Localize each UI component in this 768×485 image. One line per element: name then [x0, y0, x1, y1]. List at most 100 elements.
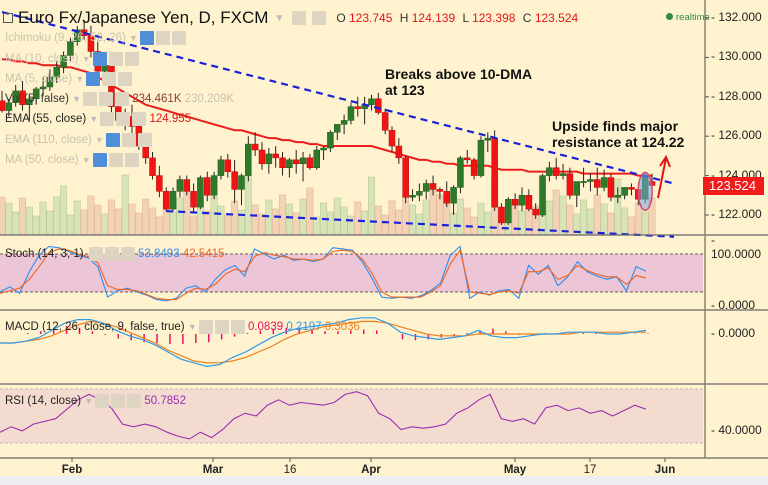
- visibility-icon[interactable]: [83, 92, 98, 106]
- volume-bar: [258, 213, 266, 236]
- settings-icon[interactable]: [121, 133, 136, 147]
- legend-ma50[interactable]: MA (50, close) ▼: [5, 153, 139, 167]
- candle: [594, 167, 601, 196]
- candle-body: [422, 183, 430, 192]
- candle: [320, 146, 327, 160]
- legend-ma10[interactable]: MA (10, close) ▼: [5, 52, 139, 66]
- legend-stoch[interactable]: Stoch (14, 3, 1) 53.8493 42.5415: [5, 247, 224, 261]
- candle-body: [210, 175, 218, 196]
- volume-bar: [285, 203, 293, 236]
- candle: [621, 187, 628, 200]
- candle-body: [39, 86, 47, 90]
- volume-bars: [0, 174, 656, 236]
- close-icon[interactable]: [230, 320, 245, 334]
- candle: [484, 132, 492, 152]
- annotation-line: Upside finds major: [552, 118, 679, 134]
- ohlc-readout: O 123.745 H 124.139 L 123.398 C 123.524: [332, 11, 578, 25]
- settings-icon[interactable]: [111, 394, 126, 408]
- candle: [464, 149, 471, 164]
- settings-icon[interactable]: [214, 320, 229, 334]
- candle-body: [498, 206, 505, 224]
- candle: [279, 151, 286, 176]
- volume-bar: [39, 201, 47, 236]
- volume-bar: [155, 216, 163, 236]
- candle: [162, 187, 170, 212]
- candle-body: [628, 187, 635, 190]
- settings-icon[interactable]: [116, 112, 131, 126]
- visibility-icon[interactable]: [92, 153, 107, 167]
- time-tick: May: [503, 464, 527, 476]
- visibility-icon[interactable]: [95, 394, 110, 408]
- candle: [614, 187, 622, 204]
- volume-bar: [450, 212, 458, 236]
- candle: [628, 183, 635, 196]
- candle: [429, 175, 437, 196]
- settings-icon[interactable]: [155, 31, 170, 45]
- close-icon[interactable]: [171, 31, 186, 45]
- close-icon[interactable]: [137, 133, 152, 147]
- candle-body: [443, 191, 450, 204]
- candle-body: [87, 35, 95, 52]
- settings-icon[interactable]: [99, 92, 114, 106]
- legend-ma5[interactable]: MA (5, close) ▼: [5, 72, 133, 86]
- candle: [197, 175, 204, 210]
- settings-icon[interactable]: [104, 247, 119, 261]
- candle-body: [484, 137, 492, 141]
- volume-bar: [627, 216, 635, 236]
- candle: [505, 197, 512, 225]
- visibility-icon[interactable]: [100, 112, 115, 126]
- time-tick: 16: [283, 464, 297, 476]
- candle: [231, 159, 238, 204]
- visibility-icon[interactable]: [292, 11, 307, 25]
- settings-icon[interactable]: [312, 11, 327, 25]
- close-icon[interactable]: [124, 52, 139, 66]
- candle-body: [429, 183, 437, 190]
- legend-volume[interactable]: Vol (5, false) ▼ 234.461K 230.209K: [5, 92, 234, 106]
- settings-icon[interactable]: [102, 72, 117, 86]
- candle-body: [26, 98, 33, 105]
- legend-macd[interactable]: MACD (12, 26, close, 9, false, true) ▼ 0…: [5, 320, 360, 334]
- realtime-dot-icon: [666, 13, 673, 20]
- close-icon[interactable]: [115, 92, 130, 106]
- candle-body: [552, 167, 560, 176]
- legend-ema55[interactable]: EMA (55, close) ▼ 124.955: [5, 112, 192, 126]
- visibility-icon[interactable]: [88, 247, 103, 261]
- close-icon[interactable]: [120, 247, 135, 261]
- legend-ichimoku[interactable]: Ichimoku (9, 26, 52, 26) ▼: [5, 31, 186, 45]
- time-tick: Apr: [361, 464, 381, 476]
- volume-bar: [46, 210, 54, 236]
- legend-ema110[interactable]: EMA (110, close) ▼: [5, 133, 152, 147]
- candle: [347, 102, 355, 125]
- close-icon[interactable]: [124, 153, 139, 167]
- candle: [518, 187, 526, 212]
- candle: [60, 51, 67, 74]
- legend-rsi[interactable]: RSI (14, close) ▼ 50.7852: [5, 394, 186, 408]
- candle: [32, 86, 40, 105]
- lower-support-trendline: [166, 209, 675, 238]
- time-tick: Jun: [654, 464, 676, 476]
- rsi-label: RSI (14, close): [5, 395, 82, 408]
- candle: [580, 167, 587, 188]
- visibility-icon[interactable]: [92, 52, 107, 66]
- close-icon[interactable]: [118, 72, 133, 86]
- symbol-title[interactable]: Euro Fx/Japanese Yen, D, FXCM: [18, 8, 269, 27]
- candle: [67, 37, 74, 62]
- bottom-strip: [0, 476, 768, 485]
- collapse-toggle[interactable]: [3, 13, 13, 23]
- candle-body: [532, 208, 539, 216]
- visibility-icon[interactable]: [86, 72, 101, 86]
- candle: [238, 173, 245, 206]
- candle: [491, 130, 498, 212]
- visibility-icon[interactable]: [139, 31, 154, 45]
- close-icon[interactable]: [127, 394, 142, 408]
- close-icon[interactable]: [132, 112, 147, 126]
- settings-icon[interactable]: [108, 153, 123, 167]
- visibility-icon[interactable]: [198, 320, 213, 334]
- visibility-icon[interactable]: [105, 133, 120, 147]
- settings-icon[interactable]: [108, 52, 123, 66]
- price-tick: - 130.000: [711, 49, 762, 64]
- symbol-dropdown-icon[interactable]: ▼: [274, 12, 285, 24]
- candle: [334, 124, 341, 141]
- macd-signal-value: 0.3036: [324, 321, 360, 334]
- annotation-resistance: Upside finds major resistance at 124.22: [552, 118, 684, 150]
